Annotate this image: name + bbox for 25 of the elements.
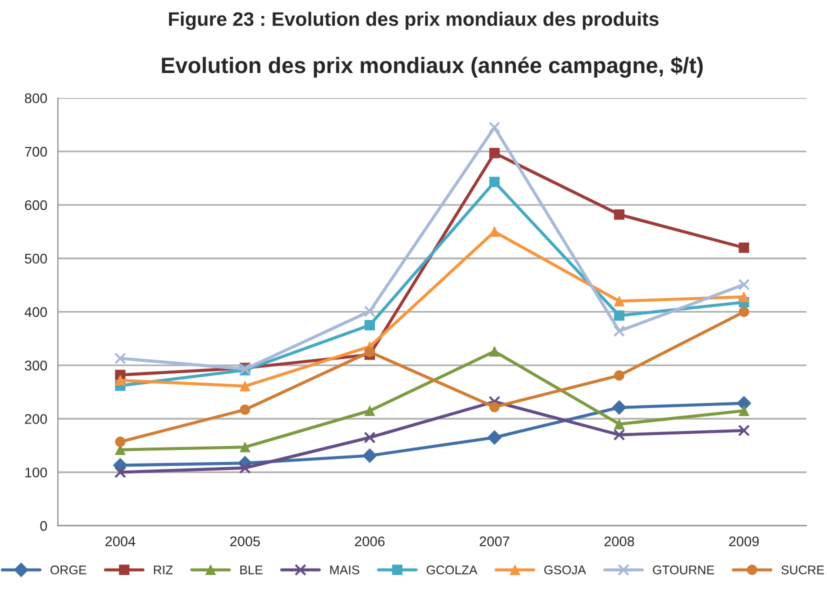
y-tick-label: 100 — [25, 468, 47, 478]
y-tick-label: 0 — [40, 521, 47, 531]
x-tick-label: 2007 — [480, 536, 510, 546]
legend-label: MAIS — [330, 565, 360, 574]
chart-subtitle: Evolution des prix mondiaux (année campagne, $/t) — [162, 56, 703, 78]
y-tick-label: 600 — [25, 200, 47, 210]
y-tick-label: 200 — [25, 414, 47, 424]
y-tick-label: 700 — [25, 146, 47, 157]
y-tick-label: 400 — [24, 307, 47, 318]
legend-label: RIZ — [154, 566, 173, 574]
x-tick-label: 2009 — [729, 536, 759, 546]
y-tick-label: 300 — [24, 360, 47, 370]
x-tick-label: 2004 — [106, 536, 136, 546]
y-tick-label: 500 — [24, 254, 47, 264]
y-tick-label: 800 — [24, 93, 47, 104]
chart-title: Figure 23 : Evolution des prix mondiaux des produits — [169, 12, 659, 30]
legend-label: GTOURNE — [652, 565, 714, 574]
legend-label: GCOLZA — [426, 565, 478, 574]
x-tick-label: 2006 — [354, 536, 385, 546]
legend-label: SUCRE — [781, 565, 824, 574]
x-tick-label: 2005 — [230, 536, 260, 546]
legend-label: ORGE — [50, 565, 86, 574]
legend-label: BLE — [240, 566, 262, 574]
legend-label: GSOJA — [544, 565, 586, 574]
x-tick-label: 2008 — [604, 536, 634, 546]
